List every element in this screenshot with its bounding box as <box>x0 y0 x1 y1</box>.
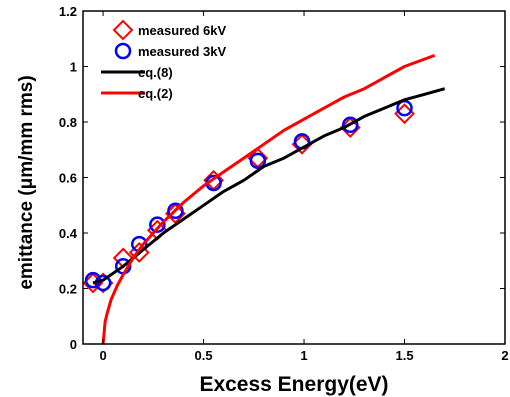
x-tick-label: 1.5 <box>395 348 413 363</box>
y-tick-label: 0.2 <box>59 282 77 297</box>
x-tick-label: 1 <box>300 348 307 363</box>
axis-ticks: 0 0.5 1 1.5 2 0 0.2 0.4 0.6 0.8 1 1.2 <box>59 4 509 363</box>
legend-label: eq.(2) <box>138 86 173 101</box>
y-tick-label: 1 <box>70 60 77 75</box>
measured-3kv-point <box>249 152 267 170</box>
plot-frame <box>82 10 506 345</box>
legend-label: measured 6kV <box>138 23 226 38</box>
data-markers <box>82 99 415 294</box>
legend: measured 6kV measured 3kV eq.(8) eq.(2) <box>101 19 226 101</box>
legend-symbol <box>114 42 132 60</box>
x-tick-label: 2 <box>501 348 508 363</box>
y-tick-label: 1.2 <box>59 4 77 19</box>
legend-label: eq.(8) <box>138 65 173 80</box>
measured-3kv-point <box>167 202 184 220</box>
y-tick-label: 0 <box>70 337 77 352</box>
y-tick-label: 0.8 <box>59 115 77 130</box>
x-axis-label: Excess Energy(eV) <box>199 373 388 396</box>
x-tick-label: 0 <box>99 348 106 363</box>
fit-lines <box>92 53 446 345</box>
measured-3kv-point <box>149 216 166 233</box>
eq2-line <box>101 53 436 345</box>
legend-label: measured 3kV <box>138 44 226 59</box>
measured-3kv-point <box>342 116 359 134</box>
y-tick-label: 0.6 <box>59 171 77 186</box>
y-tick-label: 0.4 <box>59 226 78 241</box>
legend-symbol <box>112 19 134 41</box>
x-tick-label: 0.5 <box>195 348 213 363</box>
eq8-line <box>92 87 446 285</box>
y-axis-label: emittance (μm/mm rms) <box>16 75 37 289</box>
